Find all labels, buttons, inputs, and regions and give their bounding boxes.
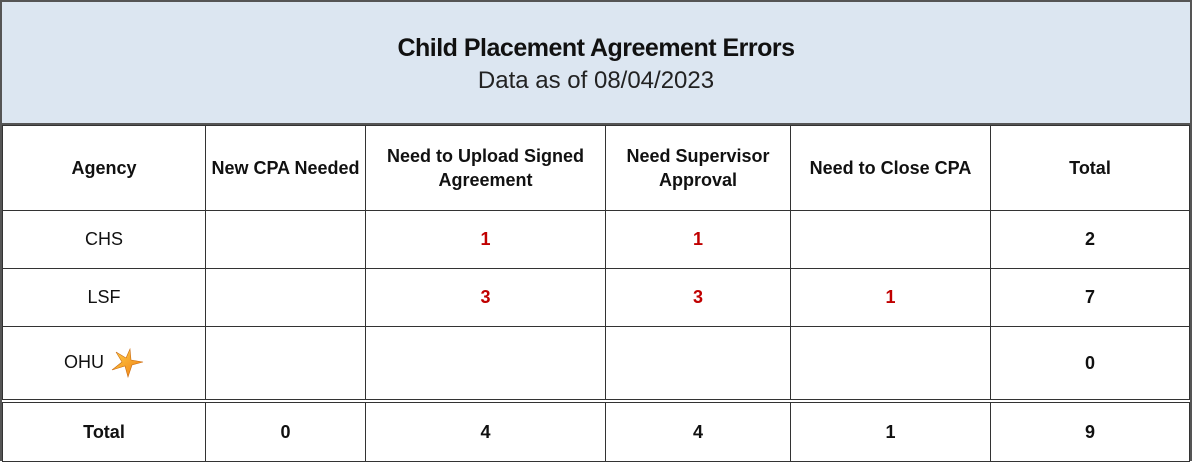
count-cell: [365, 326, 606, 402]
header-row: Agency New CPA Needed Need to Upload Signe…: [2, 125, 1190, 211]
total-label: Total: [2, 399, 206, 462]
count-cell: 0: [990, 326, 1190, 402]
report-header: Child Placement Agreement Errors Data as…: [2, 2, 1190, 125]
errors-table: Agency New CPA Needed Need to Upload Signe…: [2, 125, 1190, 462]
agency-cell: CHS: [2, 210, 206, 269]
count-cell: [205, 210, 366, 269]
column-header: Agency: [2, 125, 206, 211]
total-row: Total 0 4 4 1 9: [2, 399, 1190, 462]
count-cell: 1: [605, 210, 791, 269]
count-cell: 3: [605, 268, 791, 327]
total-cell: 9: [990, 399, 1190, 462]
table-row: LSF 3 3 1 7: [2, 268, 1190, 327]
count-cell: 1: [365, 210, 606, 269]
table-row: CHS 1 1 2: [2, 210, 1190, 269]
count-cell: 1: [790, 268, 991, 327]
count-cell: [790, 210, 991, 269]
column-header: Need Supervisor Approval: [605, 125, 791, 211]
count-cell: [205, 268, 366, 327]
total-cell: 1: [790, 399, 991, 462]
column-header: Need to Close CPA: [790, 125, 991, 211]
column-header: Need to Upload Signed Agreement: [365, 125, 606, 211]
total-cell: 4: [365, 399, 606, 462]
agency-cell: LSF: [2, 268, 206, 327]
column-header: New CPA Needed: [205, 125, 366, 211]
count-cell: [205, 326, 366, 402]
count-cell: [605, 326, 791, 402]
column-header: Total: [990, 125, 1190, 211]
total-cell: 4: [605, 399, 791, 462]
total-cell: 0: [205, 399, 366, 462]
count-cell: 3: [365, 268, 606, 327]
agency-cell: OHU: [2, 326, 206, 402]
count-cell: 2: [990, 210, 1190, 269]
subtitle: Data as of 08/04/2023: [477, 67, 715, 94]
star-icon: [111, 347, 144, 379]
table-row: OHU 0: [2, 326, 1190, 402]
count-cell: [790, 326, 991, 402]
count-cell: 7: [990, 268, 1190, 327]
title: Child Placement Agreement Errors: [397, 34, 795, 62]
